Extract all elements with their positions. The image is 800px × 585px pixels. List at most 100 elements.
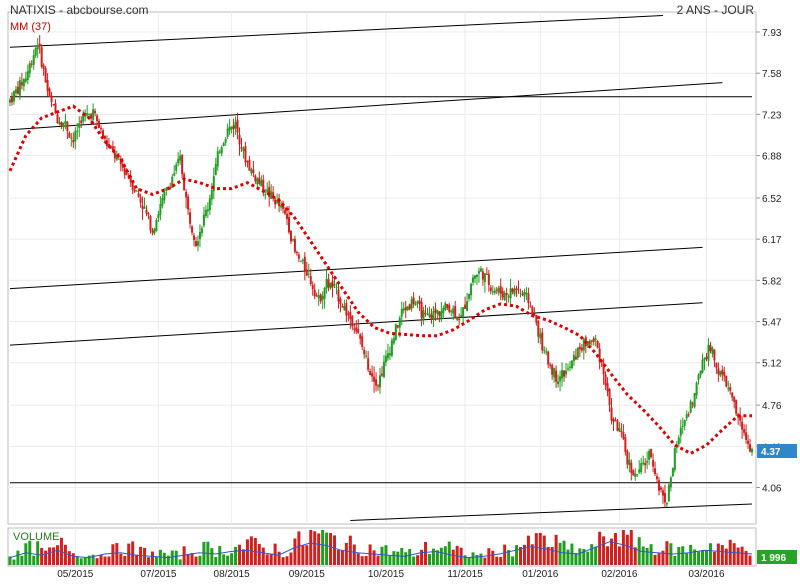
candle-body bbox=[616, 420, 619, 431]
candle-body bbox=[382, 361, 385, 377]
candle-body bbox=[594, 338, 597, 341]
volume-bar bbox=[28, 540, 32, 565]
x-axis: 05/2015 07/2015 08/2015 09/2015 10/2015 11/20… bbox=[57, 569, 725, 580]
candle-body bbox=[420, 302, 423, 318]
candle-body bbox=[329, 282, 332, 289]
candle-body bbox=[365, 355, 368, 357]
last-price-badge bbox=[757, 444, 797, 459]
volume-bar bbox=[48, 547, 52, 565]
candle-body bbox=[430, 314, 433, 320]
trend-line bbox=[350, 503, 753, 521]
volume-bar bbox=[649, 544, 653, 565]
volume-bar bbox=[633, 547, 637, 565]
candle-body bbox=[721, 369, 724, 375]
candle-body bbox=[398, 317, 401, 328]
volume-bar bbox=[309, 530, 313, 565]
volume-bar bbox=[372, 550, 376, 565]
candle-body bbox=[157, 214, 160, 219]
volume-bar bbox=[431, 548, 435, 565]
candle-body bbox=[52, 104, 55, 106]
candle-body bbox=[693, 393, 696, 407]
volume-bar bbox=[491, 550, 495, 565]
candle-body bbox=[143, 207, 146, 209]
x-tick-label: 01/2016 bbox=[522, 569, 559, 580]
volume-bar bbox=[420, 549, 424, 565]
candle-body bbox=[30, 63, 33, 65]
candle-body bbox=[578, 346, 581, 350]
volume-bar bbox=[16, 550, 20, 565]
candle-body bbox=[440, 311, 443, 319]
volume-bar bbox=[329, 532, 333, 565]
volume-bar bbox=[578, 548, 582, 565]
candle-body bbox=[82, 114, 85, 122]
candle-body bbox=[428, 313, 431, 317]
y-tick-label: 7.93 bbox=[762, 28, 782, 39]
volume-last-label: 1 996 bbox=[761, 553, 786, 564]
candle-body bbox=[392, 338, 395, 344]
moving-average-label: MM (37) bbox=[10, 21, 51, 33]
candle-body bbox=[76, 130, 79, 132]
candle-body bbox=[293, 238, 296, 252]
volume-bar bbox=[602, 536, 606, 565]
candle-body bbox=[570, 360, 573, 369]
volume-bar bbox=[416, 555, 420, 565]
candle-body bbox=[90, 114, 93, 119]
candle-body bbox=[479, 268, 482, 272]
candle-body bbox=[274, 199, 277, 205]
candle-body bbox=[289, 230, 292, 242]
candle-body bbox=[179, 155, 182, 161]
candle-body bbox=[127, 175, 130, 179]
candle-body bbox=[400, 309, 403, 317]
y-tick-label: 6.88 bbox=[762, 152, 782, 163]
candle-body bbox=[70, 137, 73, 139]
candle-body bbox=[355, 327, 358, 332]
volume-bar bbox=[265, 554, 269, 565]
volume-bar bbox=[522, 544, 526, 565]
candle-body bbox=[729, 387, 732, 391]
candle-body bbox=[258, 177, 261, 184]
y-axis: 7.93 7.58 7.23 6.88 6.52 6.17 5.82 5.47 5.12 4.76… bbox=[756, 28, 782, 495]
y-tick-label: 4.76 bbox=[762, 401, 782, 412]
candle-body bbox=[38, 43, 41, 47]
candle-body bbox=[125, 172, 128, 175]
candle-body bbox=[450, 311, 453, 313]
volume-bar bbox=[305, 545, 309, 565]
volume-bar bbox=[404, 552, 408, 565]
candle-body bbox=[543, 349, 546, 351]
volume-bar bbox=[79, 558, 83, 565]
candle-body bbox=[246, 161, 249, 163]
volume-bar bbox=[87, 555, 91, 565]
volume-bar bbox=[340, 550, 344, 565]
candle-body bbox=[291, 239, 294, 241]
candle-body bbox=[66, 121, 69, 131]
volume-bar bbox=[503, 544, 507, 565]
candle-body bbox=[691, 403, 694, 405]
candle-body bbox=[648, 450, 651, 460]
volume-bar bbox=[467, 557, 471, 565]
candle-body bbox=[64, 121, 67, 124]
candle-body bbox=[379, 375, 382, 388]
volume-bar bbox=[154, 557, 158, 565]
volume-bar bbox=[645, 547, 649, 565]
candle-body bbox=[561, 370, 564, 379]
candle-body bbox=[743, 429, 746, 433]
candle-body bbox=[202, 214, 205, 226]
x-tick-label: 03/2016 bbox=[688, 569, 725, 580]
candle-body bbox=[335, 286, 338, 288]
candle-body bbox=[204, 210, 207, 216]
candle-body bbox=[632, 470, 635, 476]
candle-body bbox=[733, 397, 736, 402]
candle-body bbox=[96, 115, 99, 122]
candle-body bbox=[628, 459, 631, 465]
candle-body bbox=[341, 306, 344, 308]
volume-bar bbox=[313, 531, 317, 565]
volume-bar bbox=[435, 550, 439, 565]
candle-body bbox=[703, 357, 706, 361]
candle-body bbox=[513, 288, 516, 295]
candle-body bbox=[175, 164, 178, 171]
candle-body bbox=[741, 421, 744, 430]
candle-body bbox=[270, 191, 273, 199]
candle-body bbox=[20, 82, 23, 86]
candle-body bbox=[191, 226, 194, 233]
candle-body bbox=[491, 291, 494, 293]
